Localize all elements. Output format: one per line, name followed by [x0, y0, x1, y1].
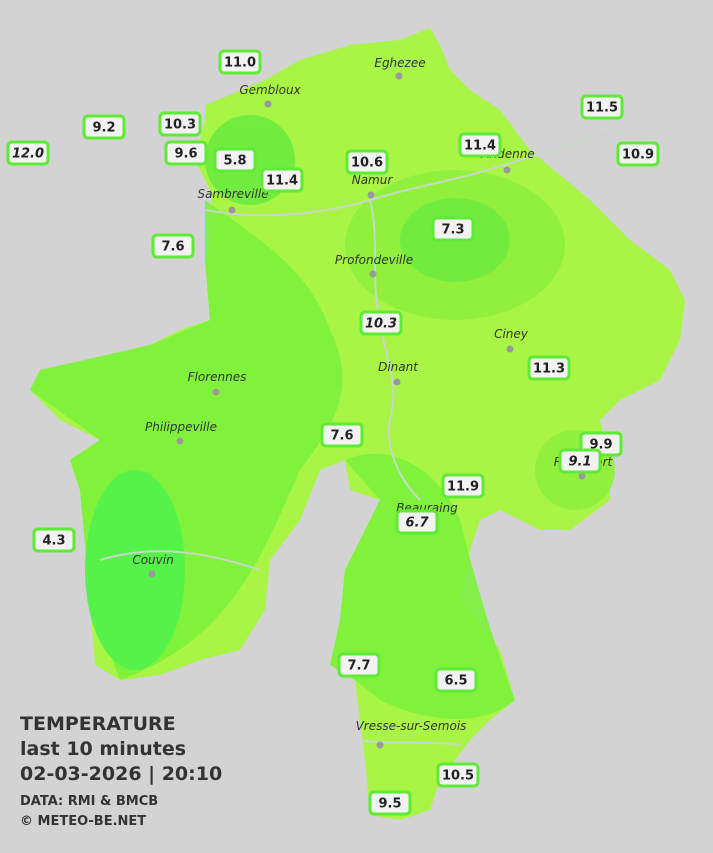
station-box: [164, 140, 208, 166]
legend-text: DATA: RMI & BMCB: [20, 794, 158, 809]
station-box: [320, 422, 364, 448]
station-box: [616, 141, 660, 167]
city-label: Eghezee: [374, 56, 425, 70]
city-dot: [228, 206, 236, 214]
legend-text: last 10 minutes: [20, 738, 186, 760]
station-value: 7.6: [330, 429, 353, 444]
station-box: [359, 310, 403, 336]
station-box: [580, 94, 624, 120]
station-value: 11.0: [224, 56, 256, 71]
station-box: [434, 667, 478, 693]
city-dot: [395, 72, 403, 80]
station-box: [368, 790, 412, 816]
city-label: Couvin: [132, 553, 173, 567]
city-label: Philippeville: [145, 420, 217, 434]
station-value: 5.8: [223, 154, 246, 169]
station-box: [395, 509, 439, 535]
station-box: [337, 652, 381, 678]
city-dot: [393, 378, 401, 386]
station-value: 11.4: [464, 139, 496, 154]
station-value: 9.1: [568, 455, 591, 470]
station-value: 11.5: [586, 101, 618, 116]
city-label: Profondeville: [335, 253, 413, 267]
station-value: 10.9: [622, 148, 654, 163]
city-label: Florennes: [188, 370, 247, 384]
city-label: Sambreville: [197, 187, 268, 201]
city-dot: [148, 570, 156, 578]
city-dot: [212, 388, 220, 396]
station-value: 6.5: [444, 674, 467, 689]
station-value: 6.7: [405, 516, 429, 531]
station-value: 7.6: [161, 240, 184, 255]
city-dot: [264, 100, 272, 108]
legend-text: TEMPERATURE: [20, 713, 176, 735]
city-label: Gembloux: [239, 83, 301, 97]
station-value: 10.3: [164, 118, 196, 133]
station-box: [558, 448, 602, 474]
station-box: [527, 355, 571, 381]
station-box: [458, 132, 502, 158]
station-value: 9.5: [378, 797, 401, 812]
city-label: Vresse-sur-Semois: [356, 719, 467, 733]
city-dot: [503, 166, 511, 174]
station-value: 7.3: [441, 223, 464, 238]
city-dot: [376, 741, 384, 749]
station-box: [345, 149, 389, 175]
city-label: Ciney: [494, 327, 529, 341]
rivers: [99, 129, 621, 746]
city-dot: [506, 345, 514, 353]
station-box: [158, 111, 202, 137]
station-value: 10.6: [351, 156, 383, 171]
station-value: 12.0: [12, 147, 44, 162]
station-box: [213, 147, 257, 173]
station-value: 9.6: [174, 147, 197, 162]
station-box: [82, 114, 126, 140]
city-label: Dinant: [378, 360, 419, 374]
legend-text: © METEO-BE.NET: [20, 814, 146, 829]
station-value: 7.7: [347, 659, 370, 674]
station-box: [32, 527, 76, 553]
station-value: 4.3: [42, 534, 65, 549]
legend-text: 02-03-2026 | 20:10: [20, 763, 222, 785]
city-dot: [367, 191, 375, 199]
city-dot: [369, 270, 377, 278]
station-box: [151, 233, 195, 259]
station-value: 9.2: [92, 121, 115, 136]
city-dot: [578, 472, 586, 480]
station-value: 10.3: [365, 317, 397, 332]
station-box: [218, 49, 262, 75]
station-value: 10.5: [442, 769, 474, 784]
station-value: 11.9: [447, 480, 479, 495]
station-box: [260, 167, 304, 193]
city-dot: [176, 437, 184, 445]
station-box: [441, 473, 485, 499]
station-box: [431, 216, 475, 242]
city-label: Namur: [352, 173, 394, 187]
station-box: [6, 140, 50, 166]
station-value: 11.4: [266, 174, 298, 189]
station-box: [436, 762, 480, 788]
station-value: 11.3: [533, 362, 565, 377]
